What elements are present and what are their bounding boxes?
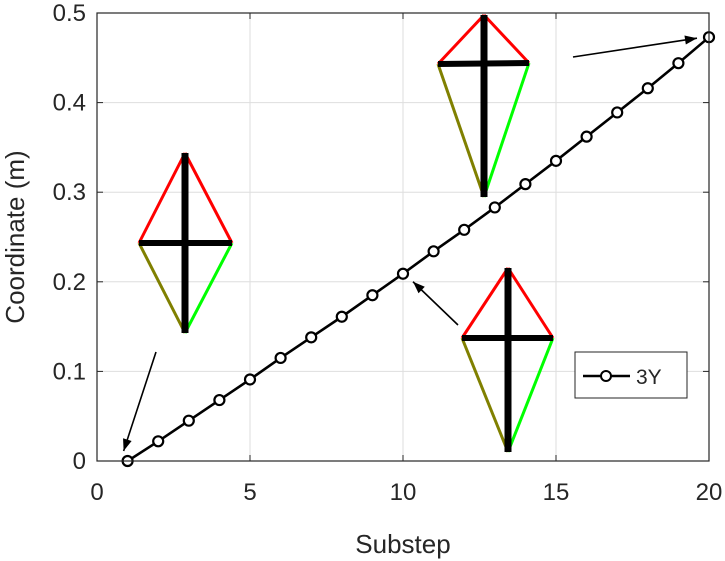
kite-edge-lower-right	[482, 62, 531, 198]
kite-edge-lower-right	[506, 337, 555, 453]
x-tick-label: 0	[90, 479, 103, 506]
kite-substep-1	[137, 152, 234, 334]
kite-substep-10	[460, 267, 555, 453]
kite-edge-upper-right	[183, 152, 234, 244]
series-line	[126, 36, 710, 463]
y-tick-label: 0.1	[53, 358, 86, 385]
kite-substep-20	[436, 13, 531, 198]
kite-diagrams	[137, 13, 555, 453]
y-axis-label: Coordinate (m)	[0, 150, 30, 323]
y-tick-label: 0.2	[53, 269, 86, 296]
arrow-shaft	[572, 37, 698, 58]
arrow-shaft	[122, 351, 157, 452]
y-tick-label: 0.5	[53, 0, 86, 27]
data-point	[488, 201, 501, 214]
data-point	[274, 351, 287, 365]
legend: 3Y	[574, 351, 688, 399]
x-tick-label: 5	[243, 479, 256, 506]
kite-edge-upper-right	[482, 13, 531, 65]
kite-edge-lower-left	[436, 63, 486, 198]
x-tick-label: 20	[696, 479, 723, 506]
kite-edge-upper-left	[137, 152, 187, 244]
arrow-head	[684, 35, 697, 45]
data-point	[427, 245, 440, 258]
data-point	[519, 178, 532, 191]
kite-edge-lower-right	[183, 242, 234, 334]
data-point	[549, 154, 563, 167]
kite-edge-upper-left	[460, 267, 510, 339]
data-point	[641, 82, 654, 95]
kite-edge-upper-left	[436, 13, 486, 66]
x-axis-label: Substep	[355, 529, 450, 559]
data-point	[672, 57, 685, 70]
x-tick-label: 15	[543, 479, 570, 506]
axis-ticks	[96, 12, 710, 462]
data-point	[152, 435, 165, 448]
annotation-arrows	[122, 35, 698, 452]
data-point	[243, 373, 257, 386]
grid	[97, 13, 709, 461]
annotation-arrow	[412, 281, 459, 326]
data-point	[580, 130, 593, 143]
data-point	[213, 393, 226, 407]
kite-edge-lower-left	[460, 337, 510, 453]
kite-horizontal-bar	[437, 60, 530, 67]
data-point	[182, 414, 195, 427]
arrow-head	[413, 281, 425, 294]
data-point	[335, 310, 348, 323]
data-point	[458, 223, 471, 236]
kite-edge-upper-right	[506, 267, 555, 339]
data-point	[366, 289, 379, 302]
x-tick-label: 10	[390, 479, 417, 506]
kite-edge-lower-left	[137, 242, 187, 334]
annotation-arrow	[572, 35, 698, 58]
data-point	[305, 331, 318, 344]
y-tick-label: 0	[73, 448, 86, 475]
arrow-head	[123, 438, 132, 451]
legend-label: 3Y	[636, 366, 662, 389]
data-point	[396, 267, 410, 280]
legend-marker	[600, 370, 612, 382]
annotation-arrow	[122, 351, 157, 452]
tick-labels: 0 5 10 15 20 0 0.1 0.2 0.3 0.4 0.5	[53, 0, 723, 506]
y-tick-label: 0.4	[53, 90, 86, 117]
y-tick-label: 0.3	[53, 179, 86, 206]
data-point	[611, 106, 624, 119]
